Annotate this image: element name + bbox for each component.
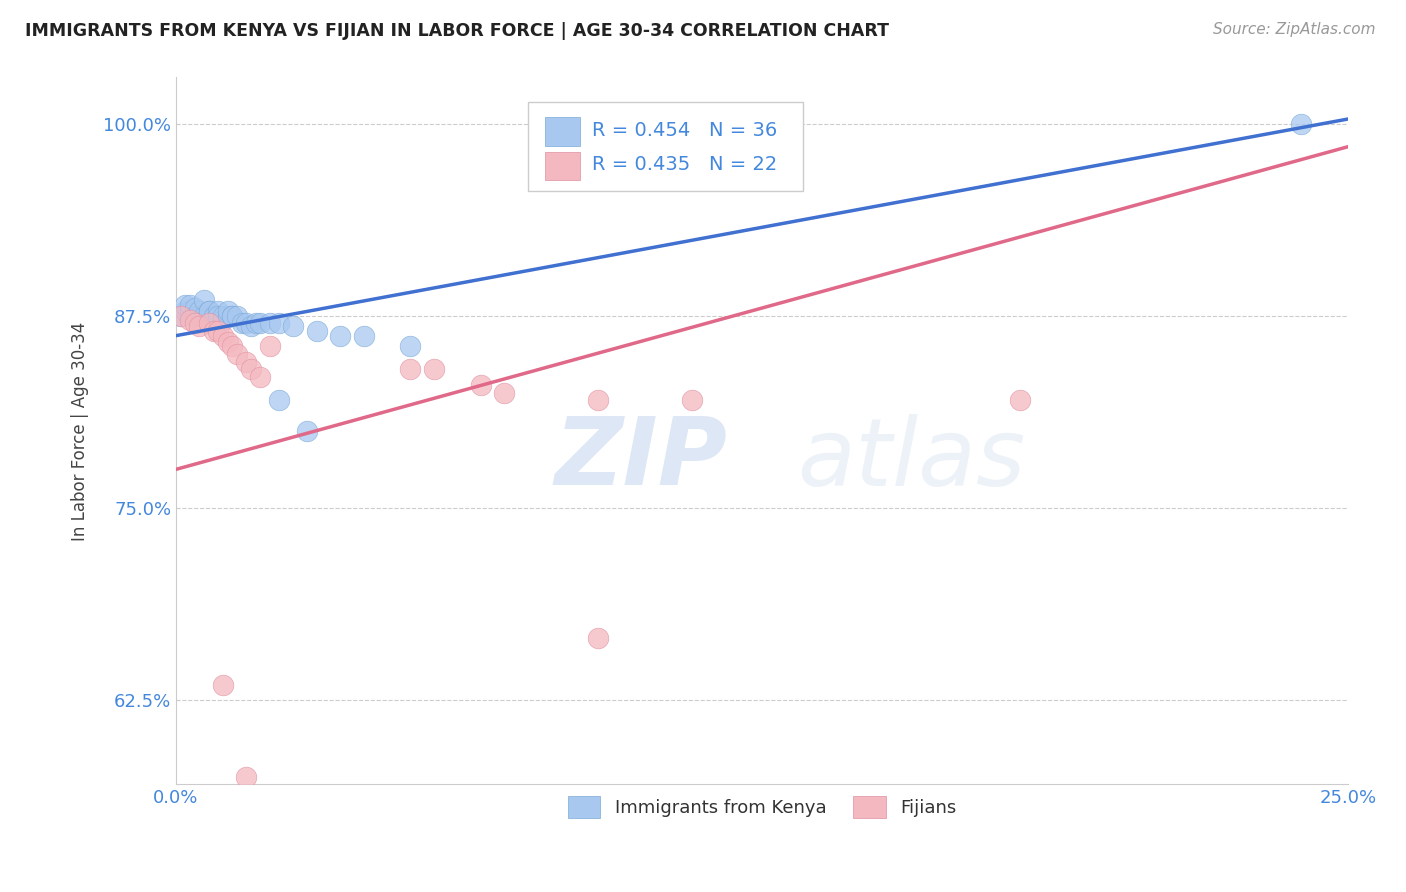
Point [470, 377, 492, 392]
Point [235, 316, 257, 330]
Point [174, 298, 197, 312]
Point [217, 334, 239, 349]
Point [259, 316, 281, 330]
Point [231, 316, 253, 330]
Legend: Immigrants from Kenya, Fijians: Immigrants from Kenya, Fijians [561, 789, 965, 825]
FancyBboxPatch shape [546, 118, 581, 145]
Point [235, 770, 257, 784]
Point [174, 304, 197, 318]
Point [221, 309, 243, 323]
Point [217, 309, 239, 323]
Point [207, 324, 229, 338]
Point [353, 328, 375, 343]
Point [212, 313, 235, 327]
Point [240, 319, 263, 334]
Point [170, 309, 193, 323]
Point [179, 298, 201, 312]
Point [198, 304, 221, 318]
Point [212, 677, 235, 691]
Point [179, 304, 201, 318]
Point [193, 293, 215, 308]
Point [1291, 117, 1313, 131]
Text: R = 0.454   N = 36: R = 0.454 N = 36 [592, 120, 778, 140]
Point [170, 309, 193, 323]
Point [249, 316, 271, 330]
Text: R = 0.435   N = 22: R = 0.435 N = 22 [592, 154, 778, 174]
Point [184, 316, 207, 330]
Point [188, 319, 211, 334]
Point [494, 385, 516, 400]
Point [179, 313, 201, 327]
Point [207, 304, 229, 318]
Text: IMMIGRANTS FROM KENYA VS FIJIAN IN LABOR FORCE | AGE 30-34 CORRELATION CHART: IMMIGRANTS FROM KENYA VS FIJIAN IN LABOR… [25, 22, 890, 40]
Point [249, 370, 271, 384]
Point [681, 393, 703, 408]
Point [1010, 393, 1032, 408]
Point [399, 339, 422, 353]
Point [245, 316, 267, 330]
Point [212, 309, 235, 323]
Point [221, 339, 243, 353]
Point [305, 324, 328, 338]
Text: Source: ZipAtlas.com: Source: ZipAtlas.com [1212, 22, 1375, 37]
Point [226, 309, 249, 323]
Point [184, 301, 207, 315]
Point [399, 362, 422, 376]
Point [212, 328, 235, 343]
Point [202, 324, 225, 338]
Point [423, 362, 446, 376]
Point [188, 309, 211, 323]
Text: ZIP: ZIP [554, 413, 727, 505]
Point [297, 424, 319, 438]
Point [235, 355, 257, 369]
FancyBboxPatch shape [546, 152, 581, 180]
Point [329, 328, 352, 343]
FancyBboxPatch shape [527, 103, 803, 191]
Point [198, 316, 221, 330]
Point [283, 319, 305, 334]
Point [184, 309, 207, 323]
Text: atlas: atlas [797, 414, 1025, 505]
Point [586, 393, 609, 408]
Point [217, 304, 239, 318]
Point [198, 304, 221, 318]
Point [586, 632, 609, 646]
Point [269, 316, 291, 330]
Y-axis label: In Labor Force | Age 30-34: In Labor Force | Age 30-34 [72, 321, 89, 541]
Point [269, 393, 291, 408]
Point [193, 309, 215, 323]
Point [226, 347, 249, 361]
Point [259, 339, 281, 353]
Point [240, 362, 263, 376]
Point [188, 304, 211, 318]
Point [202, 309, 225, 323]
Point [221, 309, 243, 323]
Point [207, 309, 229, 323]
